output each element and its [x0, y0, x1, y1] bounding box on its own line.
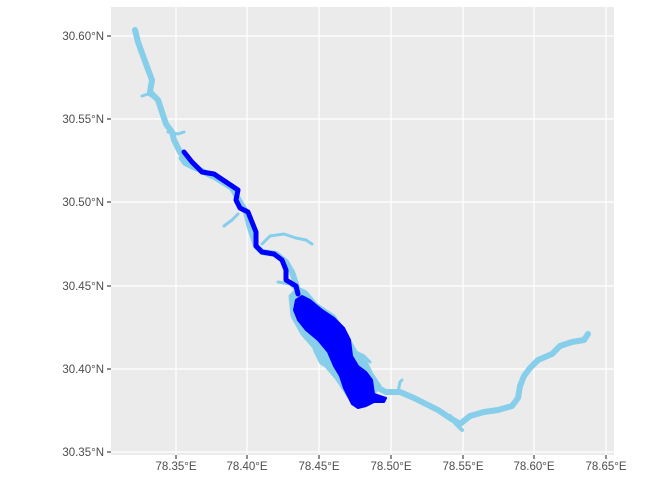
reservoir-east-bay	[354, 350, 372, 364]
y-tick-label: 30.40°N	[62, 364, 104, 376]
y-tick-label: 30.55°N	[62, 114, 104, 126]
highlighted-channel	[181, 149, 301, 297]
reservoir-southern-arm	[448, 414, 464, 432]
gridlines	[111, 7, 614, 455]
reservoir-upper-east-arm	[166, 130, 186, 136]
x-axis-labels: 78.35°E 78.40°E 78.45°E 78.50°E 78.55°E …	[155, 461, 626, 473]
x-tick-label: 78.60°E	[513, 461, 554, 473]
x-tick-label: 78.35°E	[155, 461, 196, 473]
x-tick-label: 78.55°E	[442, 461, 483, 473]
y-tick-label: 30.50°N	[62, 197, 104, 209]
reservoir-west-tributary	[222, 212, 240, 228]
reservoir-upper-west-arm	[140, 92, 160, 102]
x-tick-label: 78.40°E	[226, 461, 267, 473]
y-tick-label: 30.60°N	[62, 31, 104, 43]
highlighted-reach	[181, 149, 387, 409]
x-tick-label: 78.45°E	[298, 461, 339, 473]
axis-ticks	[107, 35, 607, 459]
x-tick-label: 78.50°E	[370, 461, 411, 473]
reservoir-arm-tips	[396, 378, 404, 394]
reservoir-east-tributary	[260, 232, 314, 246]
reservoir-mid-west-arm	[178, 156, 198, 172]
highlighted-lower-basin	[293, 295, 387, 409]
y-tick-label: 30.45°N	[62, 281, 104, 293]
y-tick-label: 30.35°N	[62, 447, 104, 459]
y-axis-labels: 30.60°N 30.55°N 30.50°N 30.45°N 30.40°N …	[62, 31, 104, 459]
x-tick-label: 78.65°E	[585, 461, 626, 473]
